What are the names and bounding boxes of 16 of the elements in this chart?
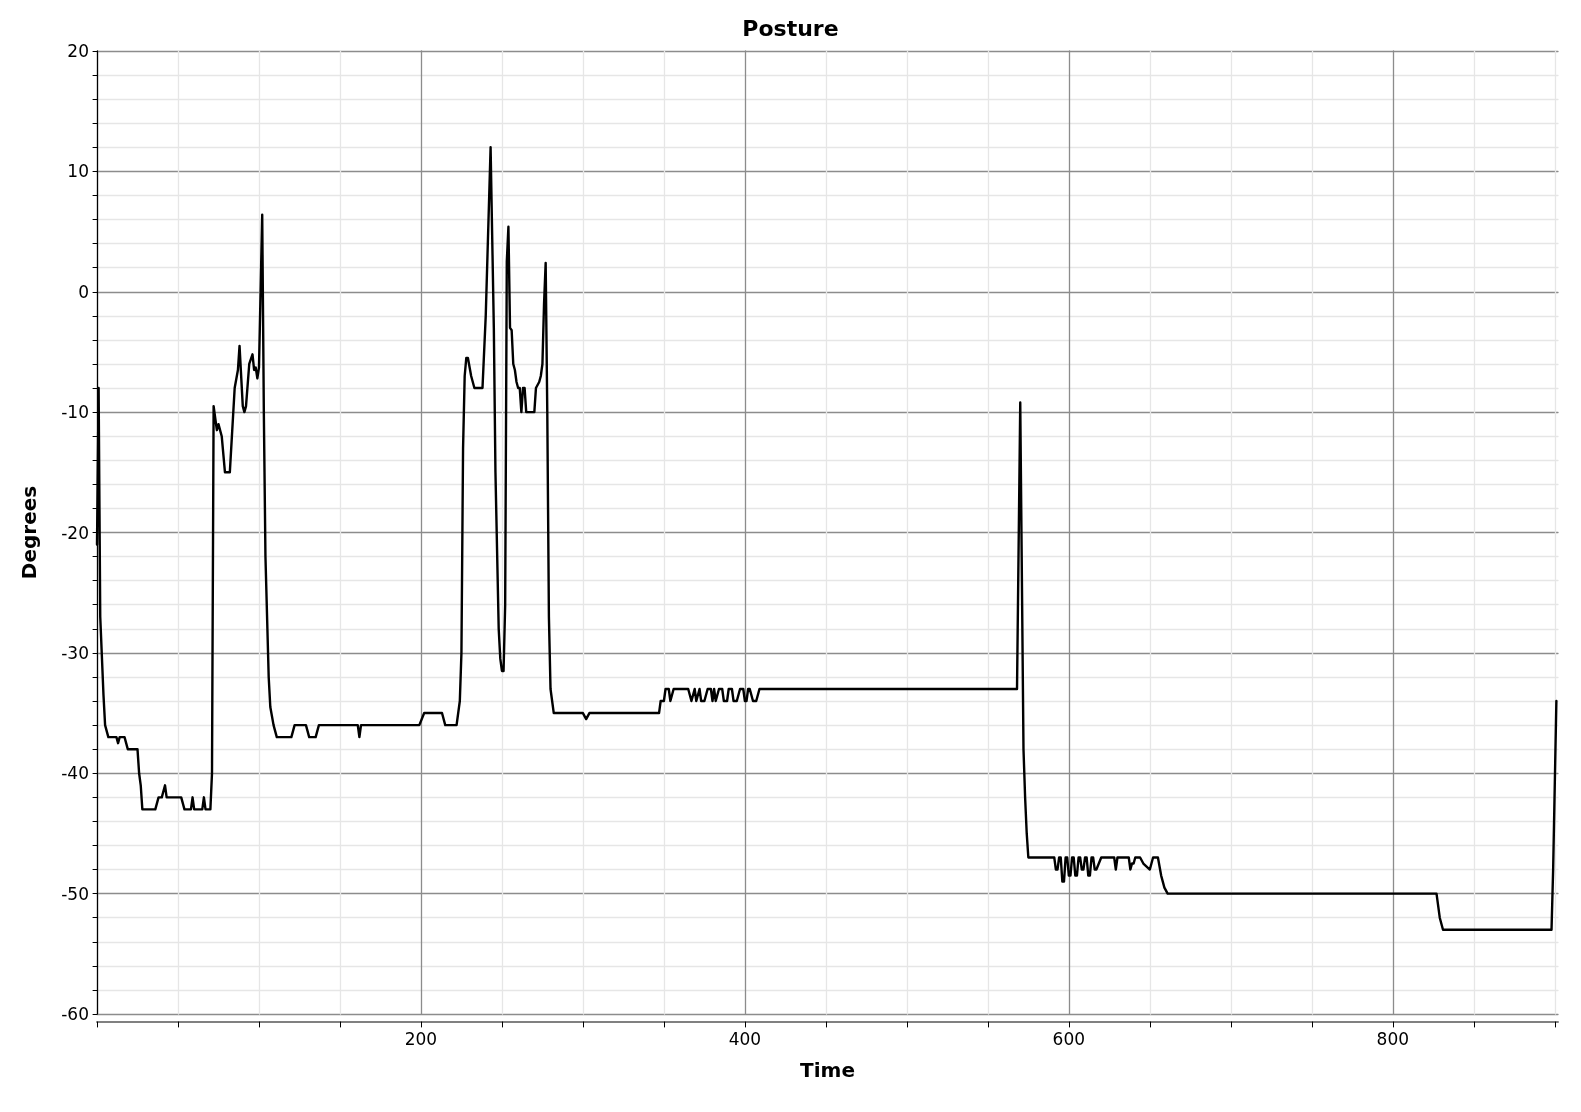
y-tick-label: 0: [78, 281, 89, 302]
x-tick-label: 800: [1376, 1028, 1410, 1049]
x-tick-label: 400: [728, 1028, 762, 1049]
x-tick-label: 200: [404, 1028, 438, 1049]
y-tick-label: -10: [61, 402, 89, 423]
y-tick-label: -40: [61, 763, 89, 784]
y-axis-title: Degrees: [17, 485, 41, 580]
y-tick-label: -30: [61, 642, 89, 663]
y-tick-label: -20: [61, 522, 89, 543]
chart-title: Posture: [742, 15, 839, 41]
x-axis-title: Time: [800, 1058, 855, 1082]
y-tick-label: 20: [67, 41, 89, 61]
y-tick-label: -50: [61, 883, 89, 904]
x-tick-label: 600: [1052, 1028, 1086, 1049]
y-tick-label: 10: [67, 161, 89, 182]
y-tick-label: -60: [61, 1004, 89, 1024]
